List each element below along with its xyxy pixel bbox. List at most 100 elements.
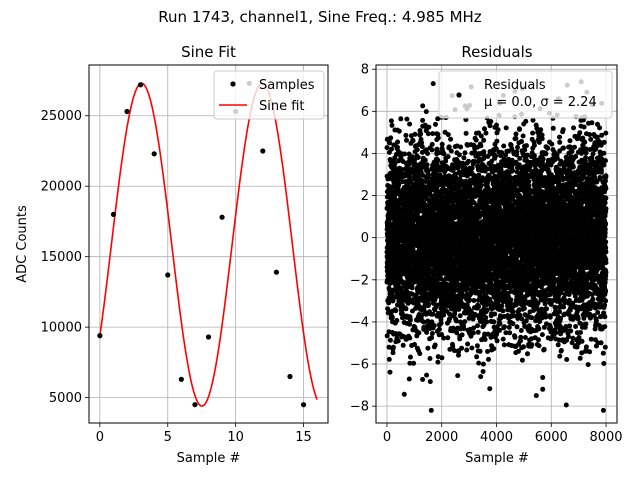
residual-point — [469, 165, 475, 171]
residual-point — [390, 344, 396, 350]
residual-point — [392, 160, 398, 166]
residual-point — [407, 335, 413, 341]
residual-point — [420, 377, 426, 382]
residual-point — [499, 303, 505, 309]
residual-point — [482, 337, 488, 342]
residual-point — [421, 319, 427, 325]
residual-point — [456, 152, 462, 158]
sine-fit-ytick-label: 20000 — [41, 180, 82, 195]
residual-point — [430, 311, 436, 317]
residual-point — [439, 355, 445, 361]
residual-point — [429, 335, 435, 341]
residual-point — [450, 344, 456, 349]
residual-point — [409, 291, 415, 297]
residual-point — [435, 135, 441, 141]
residual-point — [450, 166, 456, 172]
residual-point — [518, 328, 524, 333]
residual-point — [420, 162, 426, 167]
residual-point — [510, 168, 516, 174]
residual-point — [400, 342, 406, 348]
residual-point — [389, 122, 395, 128]
residual-point — [422, 157, 428, 163]
residual-point — [459, 345, 465, 351]
sine-fit-panel: Sine Fit 0 5 10 15500010000150002000025000 … — [15, 43, 329, 466]
residual-point — [500, 336, 506, 342]
residual-point — [386, 344, 392, 350]
residual-point — [518, 139, 524, 144]
residual-point — [485, 185, 491, 191]
residual-point — [404, 137, 409, 143]
residual-point — [510, 308, 516, 314]
residual-point — [441, 335, 447, 341]
residual-point — [481, 149, 487, 155]
residual-point — [445, 335, 451, 341]
residual-point — [407, 317, 413, 323]
sample-point — [219, 214, 225, 220]
sine-fit-ytick-label: 25000 — [41, 109, 82, 124]
residual-point — [514, 149, 520, 155]
sine-fit-xtick-label: 10 — [227, 430, 244, 445]
residual-point — [438, 320, 444, 326]
sample-point — [205, 334, 212, 340]
residual-point — [494, 122, 499, 128]
residual-point — [464, 347, 470, 353]
residual-point — [461, 155, 467, 161]
residual-point — [500, 308, 506, 314]
residual-point — [471, 298, 477, 303]
residual-point — [441, 151, 447, 157]
residual-point — [448, 148, 454, 154]
residual-point — [436, 326, 442, 332]
residual-point — [393, 308, 399, 314]
residual-point — [515, 144, 521, 150]
residual-point — [474, 343, 480, 349]
residual-point — [459, 332, 465, 338]
residual-point — [478, 133, 484, 139]
residual-point — [415, 154, 421, 160]
residual-point — [387, 140, 392, 146]
residual-point — [475, 323, 480, 329]
residual-point — [448, 136, 454, 142]
residual-point — [473, 312, 479, 318]
residual-point — [412, 131, 418, 137]
sample-point — [273, 269, 279, 275]
sine-fit-curve — [99, 82, 318, 407]
residual-point — [429, 147, 435, 153]
residual-point — [495, 127, 501, 133]
sine-fit-ytick-label: 5000 — [49, 391, 82, 406]
sine-fit-xtick-label: 5 — [164, 430, 172, 445]
residual-point — [484, 302, 489, 308]
residual-point — [419, 140, 425, 146]
residual-point — [446, 144, 452, 150]
residual-point — [494, 338, 500, 344]
sample-point — [138, 82, 144, 88]
residual-point — [429, 141, 435, 147]
residual-point — [501, 342, 507, 348]
residual-point — [412, 342, 417, 347]
residual-point — [386, 356, 392, 362]
residual-point — [425, 131, 431, 137]
residual-point — [425, 151, 430, 156]
residual-point — [465, 341, 471, 347]
residual-point — [502, 324, 507, 330]
residual-point — [512, 334, 518, 340]
residual-point — [455, 373, 461, 379]
residual-point — [488, 119, 494, 124]
residual-point — [407, 360, 413, 366]
residual-point — [404, 116, 410, 122]
residual-point — [478, 143, 484, 149]
residual-point — [428, 407, 434, 413]
residual-point — [406, 376, 412, 382]
residual-point — [457, 313, 463, 319]
residual-point — [461, 326, 467, 332]
residual-point — [493, 153, 499, 159]
residual-point — [427, 356, 433, 361]
residual-point — [473, 137, 479, 143]
residual-point — [407, 174, 413, 180]
residual-point — [478, 374, 484, 380]
residual-point — [494, 138, 500, 144]
residual-point — [439, 141, 445, 147]
residual-point — [491, 346, 497, 352]
residual-point — [425, 168, 431, 174]
residual-point — [482, 126, 487, 132]
